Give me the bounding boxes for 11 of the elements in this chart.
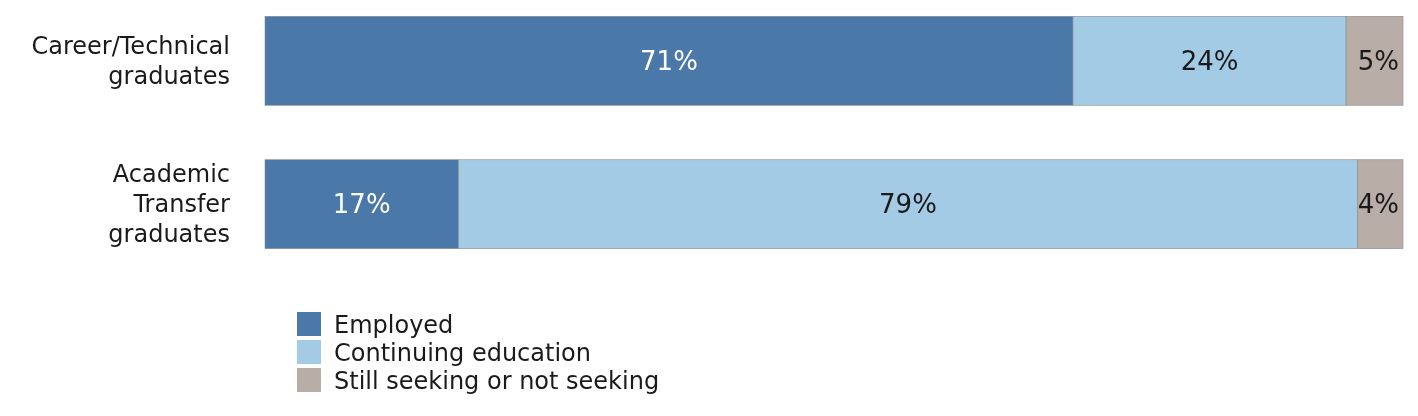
legend-label: Employed [334,311,454,339]
legend-label: Still seeking or not seeking [334,367,660,395]
data-label: 79% [879,189,937,220]
data-label: 5% [1357,45,1399,76]
legend-label: Continuing education [334,339,591,367]
data-label: 71% [640,45,698,76]
y-tick-label: Career/Technical graduates [31,31,230,90]
data-label: 24% [1180,45,1239,76]
y-tick-label: Academic Transfer graduates [108,160,231,249]
data-label: 17% [332,189,391,220]
data-label: 4% [1357,189,1399,220]
